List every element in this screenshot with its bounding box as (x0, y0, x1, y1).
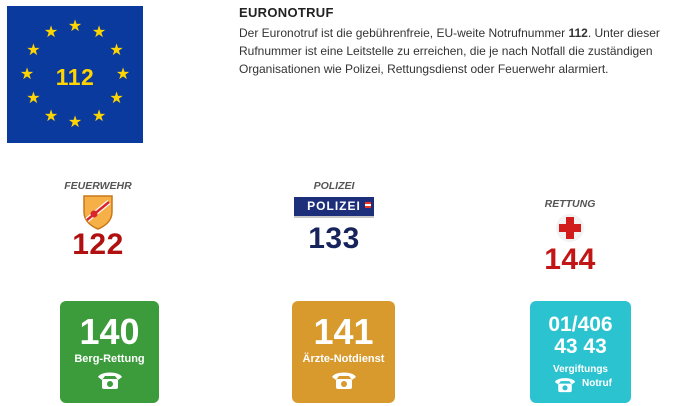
tile-number-line2: 43 43 (554, 335, 607, 358)
tile-number: 140 (79, 311, 140, 352)
telephone-icon (554, 378, 576, 393)
org-number-polizei: 133 (308, 222, 360, 255)
star-icon: ★ (43, 24, 59, 42)
red-cross-icon (556, 214, 584, 242)
org-number-rettung: 144 (544, 243, 596, 276)
star-icon: ★ (91, 107, 107, 125)
org-number-feuerwehr: 122 (72, 228, 124, 261)
star-icon: ★ (26, 90, 41, 107)
star-icon: ★ (19, 66, 35, 83)
tile-name-line2: Notruf (582, 378, 612, 389)
page-title: EURONOTRUF (239, 5, 334, 20)
euronotruf-number: 112 (55, 64, 95, 90)
intro-paragraph: Der Euronotruf ist die gebührenfreie, EU… (239, 26, 660, 76)
star-icon: ★ (67, 114, 83, 131)
tile-berg-rettung[interactable]: 140 Berg-Rettung (60, 301, 159, 403)
org-feuerwehr: FEUERWEHR 122 (48, 180, 148, 262)
org-label-feuerwehr: FEUERWEHR (64, 180, 132, 192)
tile-vergiftungs-notruf[interactable]: 01/406 43 43 Vergiftungs Notruf (530, 301, 631, 403)
tile-name: Berg-Rettung (74, 353, 145, 365)
org-label-polizei: POLIZEI (313, 180, 355, 192)
police-badge-text: POLIZEI (307, 199, 361, 213)
star-icon: ★ (67, 18, 83, 35)
tile-number-line1: 01/406 (548, 313, 613, 336)
austria-flag-icon (365, 202, 371, 208)
star-icon: ★ (109, 42, 124, 59)
tile-name-line1: Vergiftungs (552, 364, 608, 375)
fire-brigade-shield-icon (83, 195, 113, 230)
star-icon: ★ (43, 107, 59, 125)
star-icon: ★ (26, 42, 41, 59)
telephone-icon (97, 372, 122, 389)
telephone-icon (331, 372, 356, 389)
euronotruf-intro: EURONOTRUF Der Euronotruf ist die gebühr… (239, 5, 671, 78)
police-badge-icon: POLIZEI (294, 197, 374, 218)
tile-aerzte-notdienst[interactable]: 141 Ärzte-Notdienst (292, 301, 395, 403)
org-polizei: POLIZEI POLIZEI 133 (284, 180, 384, 256)
eu-flag-icon: ★ ★ ★ ★ ★ ★ ★ ★ ★ ★ ★ ★ 112 (7, 6, 143, 143)
star-icon: ★ (109, 90, 124, 107)
tile-number: 141 (313, 311, 374, 352)
star-icon: ★ (91, 24, 107, 42)
tile-name: Ärzte-Notdienst (302, 353, 385, 365)
star-icon: ★ (115, 66, 131, 83)
org-label-rettung: RETTUNG (544, 198, 596, 210)
org-rettung: RETTUNG 144 (520, 198, 620, 277)
